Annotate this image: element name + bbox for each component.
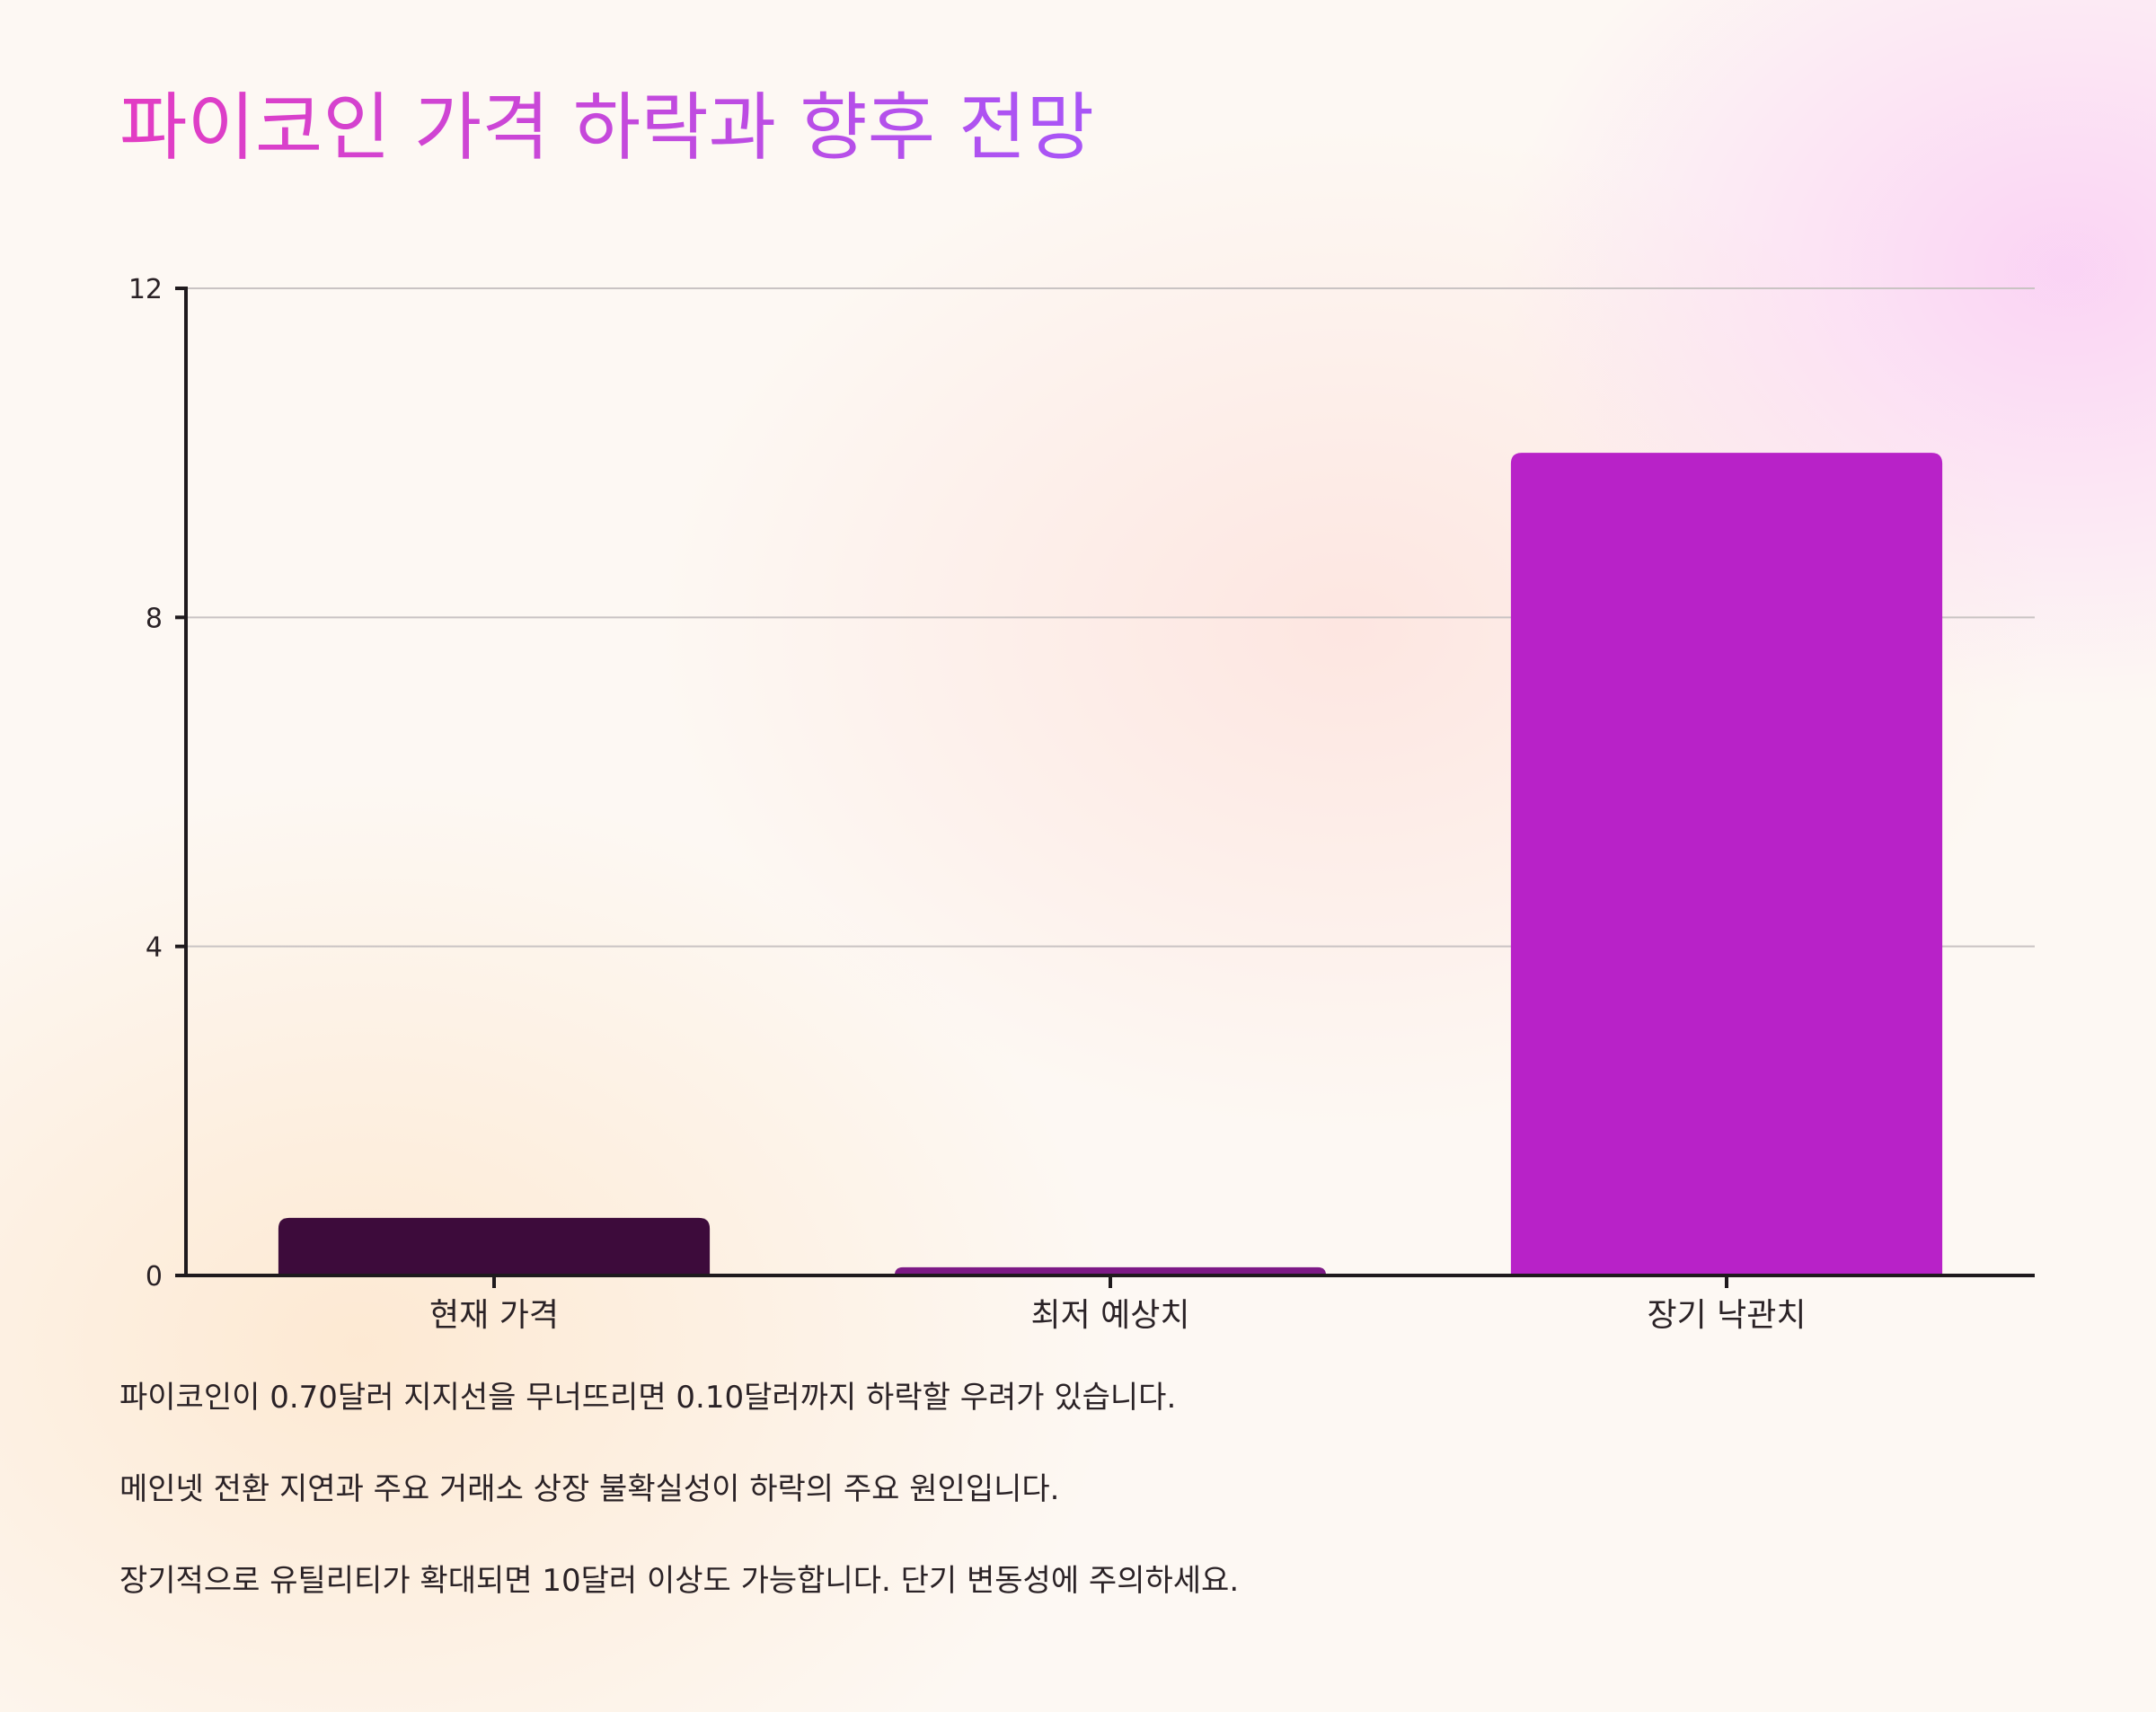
axes: [175, 287, 2035, 1288]
labels: 0 4 8 12 현재 가격 최저 예상치 장기 낙관치: [128, 274, 1807, 1334]
x-tick-label: 최저 예상치: [1030, 1297, 1189, 1334]
bar: [894, 1266, 1327, 1275]
bars: [278, 453, 1943, 1276]
bar: [278, 1217, 711, 1275]
y-tick-label: 0: [146, 1261, 163, 1293]
page-title: 파이코인 가격 하락과 향후 전망: [119, 85, 1094, 171]
note-text: 메인넷 전환 지연과 주요 거래소 상장 불확실성이 하락의 주요 원인입니다.: [119, 1471, 1060, 1507]
y-tick-label: 4: [146, 932, 163, 964]
notes-section: 파이코인이 0.70달러 지지선을 무너뜨리면 0.10달러까지 하락할 우려가…: [119, 1376, 2051, 1651]
bar: [1510, 453, 1943, 1276]
note-text: 장기적으로 유틸리티가 확대되면 10달러 이상도 가능합니다. 단기 변동성에…: [119, 1563, 1240, 1599]
x-tick-label: 장기 낙관치: [1647, 1297, 1806, 1334]
x-tick-label: 현재 가격: [429, 1297, 559, 1334]
note-text: 파이코인이 0.70달러 지지선을 무너뜨리면 0.10달러까지 하락할 우려가…: [119, 1380, 1177, 1416]
y-tick-label: 12: [128, 274, 163, 305]
bar-chart: 0 4 8 12 현재 가격 최저 예상치 장기 낙관치: [128, 274, 2035, 1334]
y-tick-label: 8: [146, 603, 163, 634]
